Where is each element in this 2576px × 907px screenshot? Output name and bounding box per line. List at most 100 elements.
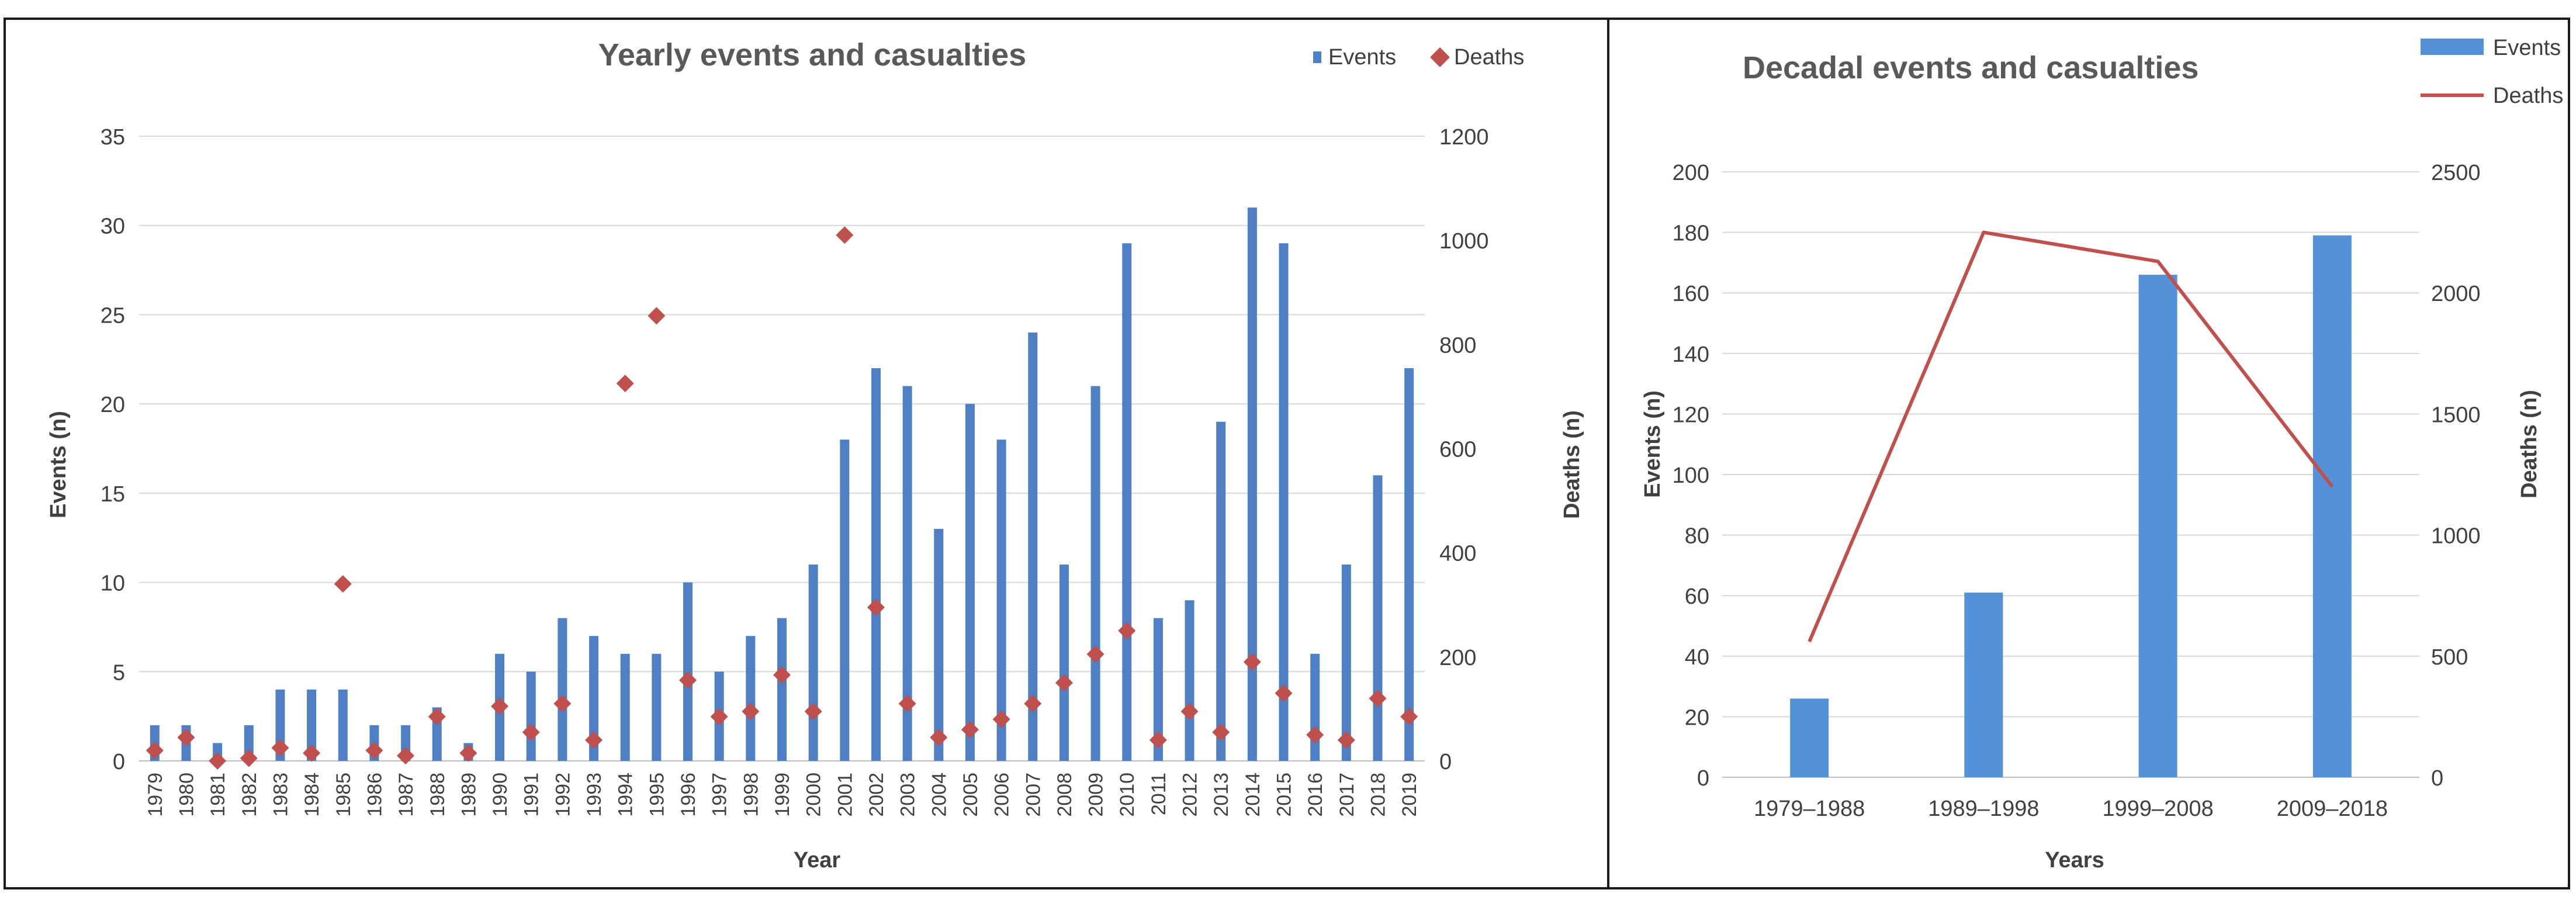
yearly-deaths-marker <box>585 731 603 749</box>
yearly-left-tick-label: 10 <box>101 572 125 596</box>
decadal-events-bar <box>2138 275 2177 777</box>
yearly-deaths-marker <box>1400 708 1418 726</box>
yearly-deaths-marker <box>1275 684 1293 702</box>
yearly-deaths-marker <box>209 752 227 770</box>
yearly-left-tick-label: 30 <box>101 214 125 239</box>
yearly-events-bar <box>1404 368 1414 761</box>
legend-events-swatch <box>1313 51 1321 63</box>
decadal-left-tick-label: 200 <box>1673 161 1709 185</box>
legend-deaths-label: Deaths <box>1454 45 1524 70</box>
yearly-x-axis-label: Year <box>794 848 841 873</box>
yearly-deaths-marker <box>930 728 948 746</box>
yearly-events-bar <box>934 528 944 761</box>
yearly-deaths-marker <box>1180 702 1199 721</box>
yearly-deaths-marker <box>710 708 728 726</box>
yearly-x-tick-label: 2019 <box>1398 773 1421 817</box>
decadal-deaths-line-group <box>1808 230 2334 643</box>
yearly-chart: 0 5 10 15 20 25 30 35 0 200 400 600 800 1000 1200 197… <box>46 37 1584 873</box>
decadal-right-tick-label: 1500 <box>2431 403 2481 427</box>
yearly-x-tick-label: 2010 <box>1116 773 1138 817</box>
yearly-left-tick-label: 15 <box>101 482 125 507</box>
decadal-x-tick-label: 1979–1988 <box>1754 797 1865 821</box>
yearly-x-tick-label: 2008 <box>1054 773 1076 817</box>
yearly-events-bar <box>746 636 756 761</box>
yearly-deaths-marker <box>648 307 666 325</box>
yearly-x-tick-label: 2006 <box>991 773 1013 817</box>
decadal-right-tick-label: 2500 <box>2431 161 2481 185</box>
yearly-deaths-marker <box>616 375 634 393</box>
decadal-right-tick-label: 1000 <box>2431 524 2481 549</box>
yearly-deaths-marker <box>334 575 352 593</box>
yearly-x-tick-label: 2014 <box>1242 773 1264 817</box>
yearly-deaths-marker <box>1212 723 1230 742</box>
yearly-x-tick-label: 2005 <box>960 773 982 817</box>
decadal-right-axis-ticks: 0 500 1000 1500 2000 2500 <box>2431 161 2481 791</box>
yearly-deaths-marker <box>459 744 477 762</box>
yearly-x-tick-label: 2012 <box>1179 773 1202 817</box>
legend-events-label: Events <box>1328 45 1396 70</box>
decadal-x-tick-label: 1989–1998 <box>1928 797 2039 821</box>
yearly-y-axis-label: Events (n) <box>46 411 71 518</box>
yearly-deaths-marker <box>397 747 415 765</box>
yearly-right-tick-label: 1000 <box>1439 229 1489 254</box>
yearly-events-bar <box>777 618 787 761</box>
yearly-x-tick-label: 1980 <box>175 773 198 817</box>
yearly-deaths-marker <box>1086 645 1105 663</box>
yearly-x-tick-label: 2015 <box>1273 773 1296 817</box>
decadal-left-tick-label: 180 <box>1673 221 1709 246</box>
yearly-events-bar <box>965 404 975 761</box>
yearly-deaths-marker <box>1118 622 1136 640</box>
yearly-x-tick-label: 2018 <box>1367 773 1390 817</box>
yearly-x-tick-label: 1994 <box>615 773 637 817</box>
yearly-events-bar <box>871 368 881 761</box>
legend-decadal-events-label: Events <box>2493 36 2561 60</box>
yearly-events-bar <box>1310 653 1320 761</box>
yearly-deaths-marker <box>836 226 854 244</box>
yearly-x-tick-label: 1993 <box>583 773 605 817</box>
yearly-right-tick-label: 800 <box>1439 333 1476 358</box>
yearly-x-axis-ticks: 1979 1980 1981 1982 1983 1984 1985 1986 1987 1988… <box>144 773 1421 817</box>
decadal-right-tick-label: 500 <box>2431 645 2468 670</box>
yearly-events-bar <box>558 618 567 761</box>
yearly-x-tick-label: 1985 <box>333 773 355 817</box>
yearly-x-tick-label: 1983 <box>269 773 292 817</box>
yearly-deaths-marker <box>1369 690 1387 708</box>
yearly-deaths-marker <box>365 742 383 760</box>
decadal-left-tick-label: 140 <box>1673 342 1709 367</box>
yearly-left-tick-label: 5 <box>113 660 125 685</box>
yearly-events-bar <box>808 565 818 761</box>
yearly-x-tick-label: 1990 <box>489 773 511 817</box>
yearly-x-tick-label: 2016 <box>1304 773 1327 817</box>
yearly-events-bar <box>1216 421 1226 761</box>
decadal-left-tick-label: 80 <box>1685 524 1709 549</box>
yearly-deaths-marker <box>177 728 195 746</box>
decadal-left-tick-label: 120 <box>1673 403 1709 427</box>
decadal-y-axis-label: Events (n) <box>1640 390 1665 498</box>
yearly-chart-title: Yearly events and casualties <box>598 37 1026 72</box>
yearly-right-tick-label: 200 <box>1439 646 1476 670</box>
yearly-deaths-marker <box>867 598 885 617</box>
yearly-deaths-marker <box>1243 653 1261 671</box>
decadal-left-tick-label: 0 <box>1697 766 1709 791</box>
yearly-x-tick-label: 1997 <box>709 773 731 817</box>
decadal-gridlines <box>1722 171 2419 778</box>
yearly-right-tick-label: 0 <box>1439 750 1452 774</box>
yearly-deaths-marker <box>1149 731 1167 749</box>
yearly-deaths-marker <box>1306 726 1324 744</box>
yearly-events-bar <box>1090 386 1100 761</box>
yearly-deaths-marker <box>1024 695 1042 713</box>
yearly-events-bar <box>307 689 317 761</box>
yearly-events-bar <box>840 439 850 761</box>
decadal-events-bar <box>1790 698 1829 777</box>
yearly-x-tick-label: 1998 <box>740 773 762 817</box>
decadal-deaths-line <box>1808 230 2334 643</box>
decadal-x-tick-label: 2009–2018 <box>2277 797 2388 821</box>
yearly-x-tick-label: 1982 <box>238 773 261 817</box>
yearly-deaths-marker <box>240 749 258 767</box>
decadal-right-tick-label: 0 <box>2431 766 2443 791</box>
yearly-events-bar <box>1185 600 1194 761</box>
yearly-x-tick-label: 1981 <box>207 773 229 817</box>
decadal-left-tick-label: 160 <box>1673 282 1709 306</box>
decadal-events-bar <box>2312 235 2352 777</box>
